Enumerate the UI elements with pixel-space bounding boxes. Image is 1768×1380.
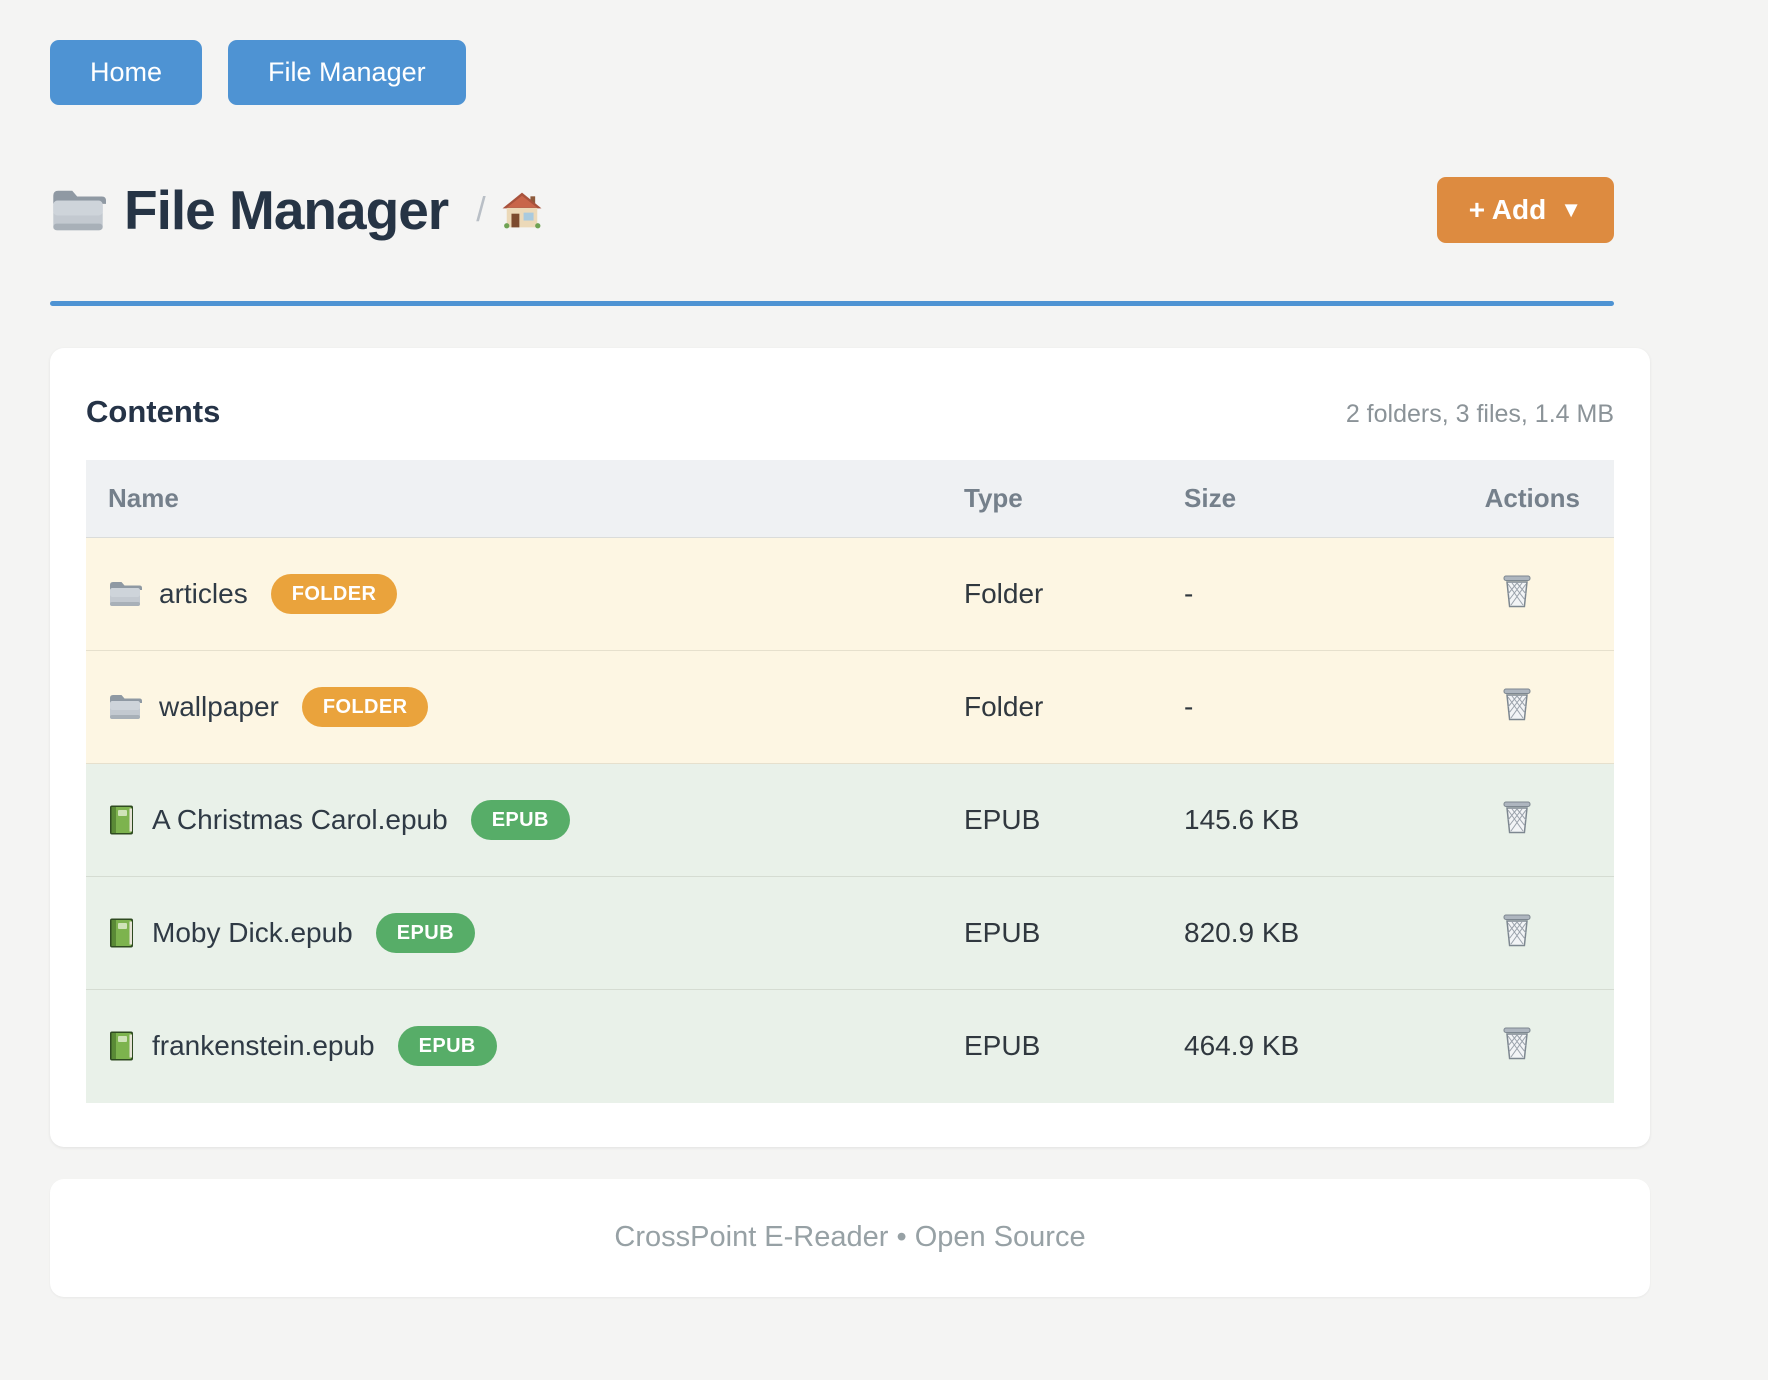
contents-card: Contents 2 folders, 3 files, 1.4 MB Name… <box>50 348 1650 1147</box>
file-link[interactable]: A Christmas Carol.epub EPUB <box>108 800 959 840</box>
contents-title: Contents <box>86 394 221 429</box>
delete-button[interactable] <box>1500 573 1534 609</box>
folder-icon <box>108 693 142 721</box>
size-cell: - <box>1180 650 1416 764</box>
name-cell: A Christmas Carol.epub EPUB <box>86 763 960 877</box>
book-icon <box>108 917 135 949</box>
type-badge: EPUB <box>397 1026 497 1067</box>
file-link[interactable]: articles FOLDER <box>108 574 959 614</box>
breadcrumb: / <box>476 190 542 230</box>
book-icon <box>108 1030 135 1062</box>
size-cell: 145.6 KB <box>1180 763 1416 877</box>
file-table-body: articles FOLDER Folder - <box>86 537 1614 1103</box>
name-cell: Moby Dick.epub EPUB <box>86 876 960 990</box>
add-button[interactable]: + Add ▼ <box>1436 177 1614 243</box>
actions-cell <box>1416 989 1614 1103</box>
actions-cell <box>1416 650 1614 764</box>
name-cell: wallpaper FOLDER <box>86 650 960 764</box>
table-row: Moby Dick.epub EPUB EPUB 820.9 KB <box>86 876 1614 990</box>
table-row: articles FOLDER Folder - <box>86 537 1614 651</box>
contents-card-header: Contents 2 folders, 3 files, 1.4 MB <box>86 394 1614 430</box>
folder-icon <box>50 187 106 234</box>
type-badge: FOLDER <box>301 687 429 727</box>
file-name: articles <box>159 578 248 609</box>
type-badge: FOLDER <box>270 574 398 614</box>
type-badge: EPUB <box>375 913 475 953</box>
breadcrumb-separator: / <box>476 190 486 229</box>
footer-text: CrossPoint E-Reader • Open Source <box>614 1221 1086 1253</box>
type-badge: EPUB <box>470 800 570 840</box>
nav-file-manager-button[interactable]: File Manager <box>228 40 466 105</box>
title-underline <box>50 301 1614 306</box>
trash-icon <box>1500 688 1534 725</box>
title-wrap: File Manager / <box>50 178 542 241</box>
file-name: A Christmas Carol.epub <box>152 804 448 835</box>
file-table: Name Type Size Actions <box>86 460 1614 1103</box>
size-cell: 820.9 KB <box>1180 876 1416 990</box>
footer: CrossPoint E-Reader • Open Source <box>50 1178 1650 1297</box>
size-cell: - <box>1180 537 1416 651</box>
file-link[interactable]: frankenstein.epub EPUB <box>108 1026 959 1067</box>
column-header-size: Size <box>1180 460 1416 538</box>
page-header: File Manager / + Add ▼ <box>50 177 1614 243</box>
delete-button[interactable] <box>1500 1025 1534 1061</box>
caret-down-icon: ▼ <box>1560 197 1582 222</box>
actions-cell <box>1416 537 1614 651</box>
trash-icon <box>1500 801 1534 838</box>
column-header-type: Type <box>960 460 1180 538</box>
type-cell: EPUB <box>960 763 1180 877</box>
top-nav: Home File Manager <box>0 0 1768 105</box>
book-icon <box>108 804 135 836</box>
type-cell: EPUB <box>960 989 1180 1103</box>
nav-home-button[interactable]: Home <box>50 40 203 105</box>
table-row: frankenstein.epub EPUB EPUB 464.9 KB <box>86 989 1614 1103</box>
add-button-label: + Add <box>1468 194 1547 225</box>
type-cell: EPUB <box>960 876 1180 990</box>
type-cell: Folder <box>960 650 1180 764</box>
column-header-name: Name <box>86 460 960 538</box>
folder-icon <box>108 580 142 608</box>
delete-button[interactable] <box>1500 686 1534 722</box>
name-cell: articles FOLDER <box>86 537 960 651</box>
delete-button[interactable] <box>1500 912 1534 948</box>
actions-cell <box>1416 763 1614 877</box>
home-icon[interactable] <box>502 191 542 229</box>
file-link[interactable]: Moby Dick.epub EPUB <box>108 913 959 953</box>
contents-summary: 2 folders, 3 files, 1.4 MB <box>1345 400 1614 428</box>
column-header-actions: Actions <box>1416 460 1614 538</box>
table-row: wallpaper FOLDER Folder - <box>86 650 1614 764</box>
delete-button[interactable] <box>1500 799 1534 835</box>
file-link[interactable]: wallpaper FOLDER <box>108 687 959 727</box>
table-header-row: Name Type Size Actions <box>86 460 1614 538</box>
name-cell: frankenstein.epub EPUB <box>86 989 960 1103</box>
trash-icon <box>1500 914 1534 951</box>
file-name: wallpaper <box>159 691 279 722</box>
file-name: frankenstein.epub <box>152 1030 375 1062</box>
size-cell: 464.9 KB <box>1180 989 1416 1103</box>
type-cell: Folder <box>960 537 1180 651</box>
trash-icon <box>1500 1027 1534 1064</box>
page-title: File Manager <box>124 178 449 241</box>
trash-icon <box>1500 575 1534 612</box>
file-name: Moby Dick.epub <box>152 917 353 948</box>
table-row: A Christmas Carol.epub EPUB EPUB 145.6 K… <box>86 763 1614 877</box>
actions-cell <box>1416 876 1614 990</box>
